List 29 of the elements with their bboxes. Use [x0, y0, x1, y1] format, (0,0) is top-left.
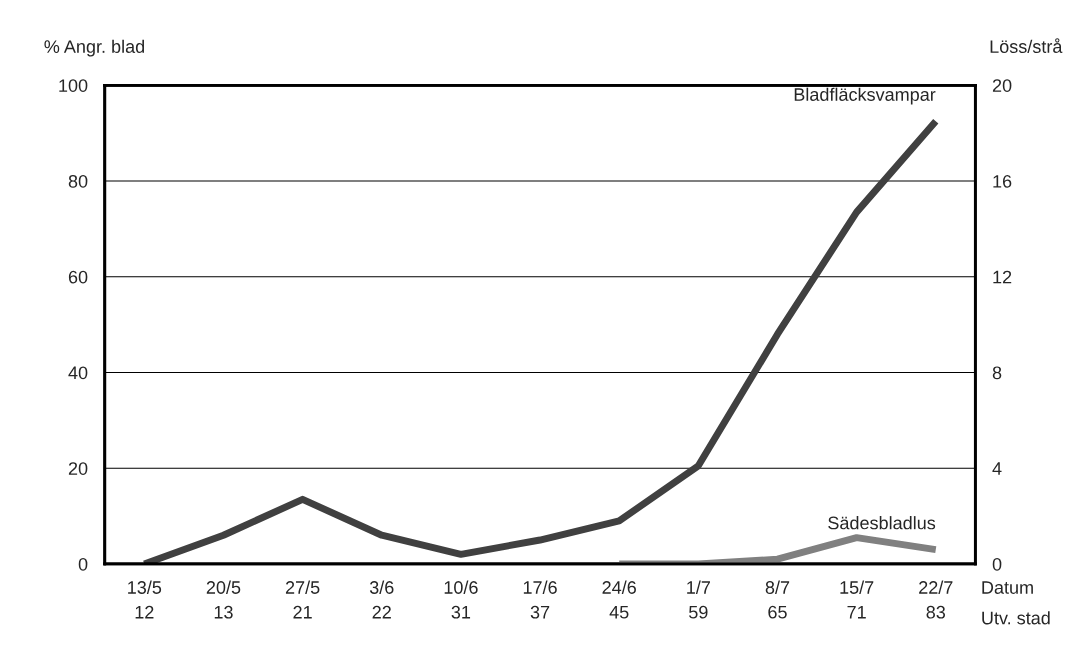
text: Datum	[982, 581, 1033, 594]
x-tick-label: 27/5 21	[285, 580, 320, 619]
x-tick-label: 17/6 37	[523, 580, 557, 619]
text: Utv. stad	[982, 611, 1050, 625]
y-axis-title: % Angr. blad	[44, 39, 145, 57]
y2-tick-label: 16	[993, 174, 1012, 188]
y-tick-label: 20	[68, 462, 88, 475]
y2-tick-label: 0	[992, 557, 1002, 571]
y2-tick-label: 12	[993, 270, 1012, 284]
x-tick-label: 20/5 13	[206, 580, 241, 619]
y-tick-label: 100	[59, 79, 88, 92]
x-tick-label: 8/7 65	[765, 580, 790, 619]
y-tick-label: 60	[68, 270, 88, 284]
y-tick-label: 40	[68, 366, 88, 380]
x-tick-label: 15/7 71	[840, 580, 874, 619]
series-label: Sädesbladlus	[828, 516, 936, 530]
x-tick-label: 3/6 22	[369, 580, 394, 619]
series-label: Bladfläcksvampar	[794, 87, 936, 105]
y2-tick-label: 20	[992, 79, 1012, 92]
y-tick-label: 80	[68, 174, 88, 188]
x-tick-label: 1/7 59	[687, 580, 710, 619]
y-tick-label: 0	[78, 557, 88, 571]
y2-tick-label: 4	[992, 462, 1002, 475]
x-tick-label: 24/6 45	[602, 580, 636, 619]
x-tick-label: 22/7 83	[919, 580, 953, 619]
x-tick-label: 13/5 12	[128, 580, 162, 619]
y2-tick-label: 8	[992, 366, 1002, 380]
y2-axis-title: Löss/strå	[990, 38, 1063, 53]
x-tick-label: 10/6 31	[444, 580, 478, 619]
